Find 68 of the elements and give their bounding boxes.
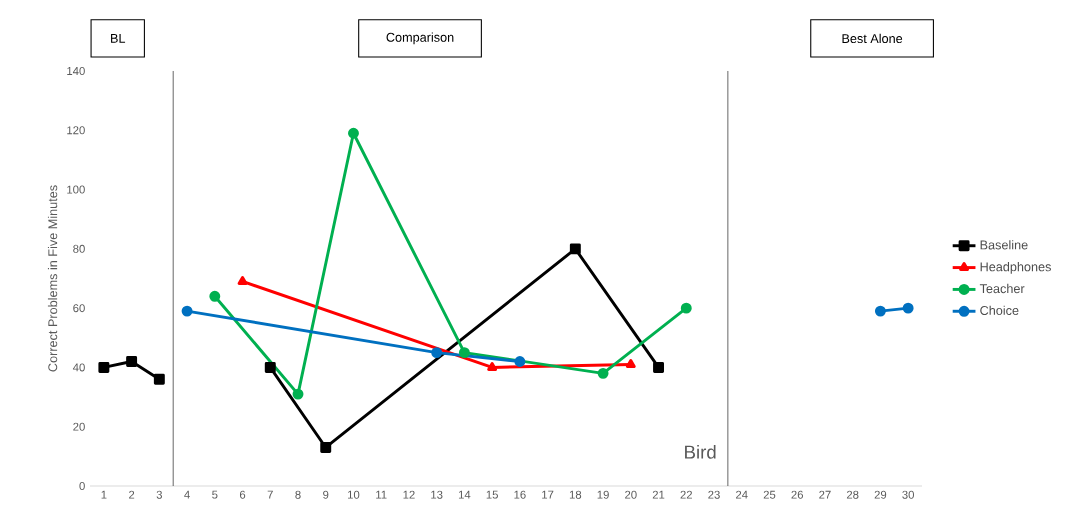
x-tick-label: 6 bbox=[239, 490, 246, 499]
point bbox=[209, 290, 221, 302]
point bbox=[126, 356, 138, 367]
x-tick-label: 9 bbox=[323, 490, 329, 499]
point bbox=[98, 361, 110, 373]
x-tick-label: 15 bbox=[486, 490, 498, 499]
x-tick-label: 29 bbox=[874, 490, 887, 499]
text: Comparison bbox=[386, 32, 454, 45]
point bbox=[625, 358, 636, 368]
point bbox=[653, 361, 665, 373]
x-tick-label: 19 bbox=[597, 490, 609, 499]
x-tick-label: 20 bbox=[625, 490, 637, 499]
x-tick-label: 24 bbox=[736, 490, 748, 499]
point bbox=[181, 305, 193, 317]
point bbox=[680, 302, 692, 314]
x-tick-label: 23 bbox=[708, 490, 720, 499]
y-tick-label: 120 bbox=[67, 126, 85, 135]
x-tick-label: 3 bbox=[156, 490, 162, 499]
x-tick-label: 1 bbox=[101, 490, 107, 499]
y-tick-label: 100 bbox=[67, 185, 85, 194]
text: Best Alone bbox=[842, 33, 903, 44]
x-tick-label: 18 bbox=[569, 490, 582, 499]
y-tick-label: 0 bbox=[79, 482, 85, 491]
x-tick-label: 27 bbox=[819, 490, 831, 499]
x-tick-label: 8 bbox=[295, 490, 301, 499]
point bbox=[902, 302, 914, 314]
y-tick-label: 40 bbox=[72, 363, 85, 372]
text: BL bbox=[111, 34, 126, 43]
point bbox=[458, 347, 470, 359]
x-tick-label: 17 bbox=[542, 490, 554, 499]
point bbox=[431, 347, 443, 359]
y-tick-label: 80 bbox=[73, 244, 85, 253]
x-tick-label: 13 bbox=[431, 490, 443, 499]
x-tick-label: 30 bbox=[902, 490, 914, 499]
annotation: Bird bbox=[685, 445, 716, 459]
point bbox=[874, 305, 886, 317]
x-tick-label: 26 bbox=[791, 490, 804, 499]
point bbox=[292, 388, 304, 400]
x-tick-label: 10 bbox=[348, 490, 360, 499]
legend-label: Headphones bbox=[980, 261, 1051, 274]
x-tick-label: 28 bbox=[846, 490, 859, 499]
point bbox=[237, 275, 248, 285]
x-tick-label: 5 bbox=[212, 490, 218, 499]
legend-label: Choice bbox=[980, 305, 1019, 315]
x-tick-label: 25 bbox=[763, 490, 776, 499]
y-tick-label: 20 bbox=[73, 422, 85, 431]
y-tick-label: 60 bbox=[73, 304, 85, 313]
point bbox=[487, 361, 498, 371]
x-tick-label: 21 bbox=[652, 490, 665, 499]
x-tick-label: 2 bbox=[129, 490, 135, 499]
x-tick-label: 4 bbox=[184, 490, 190, 499]
x-tick-label: 11 bbox=[376, 490, 387, 499]
x-tick-label: 22 bbox=[680, 490, 692, 499]
point bbox=[348, 127, 359, 139]
point bbox=[320, 441, 332, 453]
y-tick-label: 140 bbox=[67, 66, 85, 75]
point bbox=[597, 367, 609, 379]
x-tick-label: 16 bbox=[514, 490, 526, 499]
y-axis-title: Correct Problems in Five Minutes bbox=[47, 185, 58, 372]
x-tick-label: 14 bbox=[458, 490, 471, 499]
point bbox=[264, 361, 276, 373]
point bbox=[514, 356, 526, 367]
x-tick-label: 12 bbox=[403, 490, 415, 499]
legend-label: Teacher bbox=[979, 283, 1025, 294]
legend-label: Baseline bbox=[980, 240, 1028, 250]
point bbox=[153, 373, 165, 385]
x-tick-label: 7 bbox=[267, 490, 273, 499]
point bbox=[569, 243, 581, 255]
